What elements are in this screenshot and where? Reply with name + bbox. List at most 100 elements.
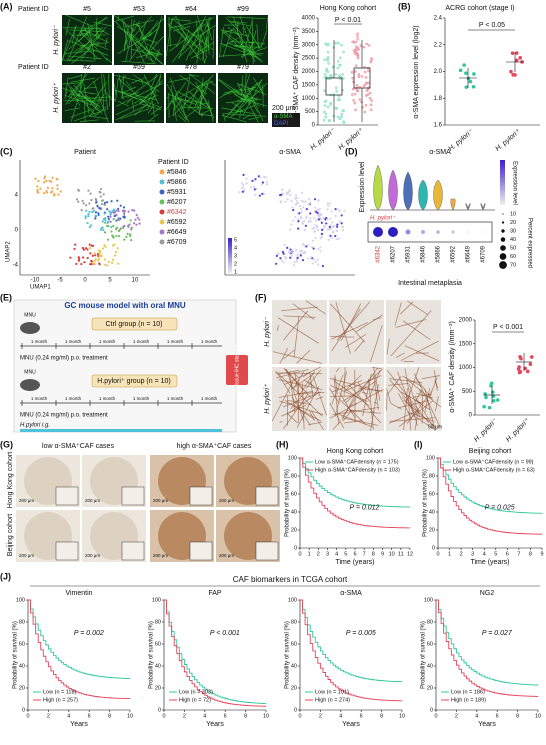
scale-label: 200 μm xyxy=(219,498,234,503)
chart-title: Hong Kong cohort xyxy=(320,5,376,12)
p-value: P < 0.001 xyxy=(493,324,523,331)
time-label: 1 month xyxy=(167,339,184,344)
cell-point xyxy=(245,177,248,180)
cell-point xyxy=(330,210,333,213)
cell-point xyxy=(97,212,100,215)
tick-label: 2.4 xyxy=(434,16,443,22)
legend-item: Low α-SMA⁺CAFdensity (n = 175) xyxy=(315,458,399,465)
group-label: H. pylori⁻ xyxy=(53,24,60,55)
fiber xyxy=(197,24,216,37)
data-point xyxy=(489,381,494,386)
stain xyxy=(390,403,403,410)
cell-point xyxy=(106,238,110,241)
fiber xyxy=(75,96,112,100)
panel-label: (I) xyxy=(414,439,423,449)
group-label: H. pylori⁺ xyxy=(505,417,532,444)
cell-point xyxy=(103,203,106,206)
stain xyxy=(332,421,341,430)
p-value: P < 0.01 xyxy=(335,17,361,24)
y-axis-label: Probability of survival (%) xyxy=(149,621,155,689)
tick-label: 0 xyxy=(434,713,437,719)
chart-title: FAP xyxy=(208,590,222,597)
cell-point xyxy=(294,215,297,219)
data-point xyxy=(484,395,488,400)
jitter-point xyxy=(354,64,358,67)
fiber xyxy=(219,26,224,58)
tick-label: 9 xyxy=(540,551,543,557)
stain xyxy=(421,375,440,380)
tick-label: 100 xyxy=(426,455,435,461)
cell-point xyxy=(329,217,332,220)
tick-label: 8 xyxy=(108,713,111,719)
p-value: P < 0.001 xyxy=(210,630,240,637)
tick-label: 1 xyxy=(308,551,311,557)
tick-label: 2.2 xyxy=(434,42,443,48)
jitter-point xyxy=(342,109,345,112)
fiber xyxy=(225,17,243,35)
tick-label: 3 xyxy=(326,551,329,557)
cell-point xyxy=(295,258,298,261)
cell-point xyxy=(330,236,333,239)
cell-point xyxy=(292,208,295,212)
y-axis-label: α-SMA expression level (log2) xyxy=(413,25,420,118)
fiber xyxy=(196,15,207,45)
data-point xyxy=(523,366,528,371)
cell-point xyxy=(136,216,139,219)
fiber xyxy=(175,16,190,44)
stain xyxy=(344,374,362,391)
cell-point xyxy=(101,220,104,223)
fiber xyxy=(80,26,107,60)
cell-point xyxy=(336,230,339,233)
size-legend-dot xyxy=(501,221,505,224)
cell-point xyxy=(308,198,311,201)
cell-point xyxy=(292,264,296,267)
jitter-point xyxy=(328,119,331,123)
tick-label: 2 xyxy=(319,713,322,719)
tick-label: 60 xyxy=(155,641,161,647)
inset xyxy=(121,486,145,506)
treatment-label: H.pylori i.g. xyxy=(20,423,50,429)
tick-label: 6 xyxy=(496,713,499,719)
legend-item: Low (n = 303) xyxy=(179,689,213,695)
data-point xyxy=(464,71,468,75)
fiber xyxy=(105,57,112,63)
timeline-bar xyxy=(20,429,222,432)
fiber xyxy=(151,16,163,46)
cell-point xyxy=(311,227,314,230)
jitter-point xyxy=(356,32,359,36)
tick-label: 0 xyxy=(26,713,29,719)
cell-point xyxy=(286,192,289,196)
cell-point xyxy=(45,179,48,183)
cell-point xyxy=(305,208,308,211)
tick-label: 9 xyxy=(381,551,384,557)
fiber xyxy=(249,43,263,53)
cell-point xyxy=(277,252,280,255)
fiber xyxy=(117,36,148,54)
fiber xyxy=(170,84,177,121)
stain xyxy=(335,367,340,373)
tick-label: 6 xyxy=(506,551,509,557)
tick-label: 10 xyxy=(510,211,516,217)
cell-point xyxy=(99,187,103,191)
cell-point xyxy=(320,232,324,236)
cell-point xyxy=(81,246,85,250)
cell-point xyxy=(102,193,105,196)
cell-point xyxy=(329,234,332,237)
legend-swatch xyxy=(159,239,165,245)
chart-title: Beijing cohort xyxy=(469,448,511,455)
cell-point xyxy=(313,230,316,233)
fiber xyxy=(121,60,155,65)
fiber xyxy=(245,73,251,87)
cell-point xyxy=(138,218,141,221)
cell-point xyxy=(306,244,309,247)
fiber xyxy=(232,27,254,54)
time-label: 1 month xyxy=(99,396,116,401)
fiber xyxy=(165,17,173,57)
fiber xyxy=(247,87,264,122)
box xyxy=(272,120,300,127)
fiber xyxy=(64,107,81,112)
row-label: Hong Kong cohort xyxy=(7,452,14,508)
data-point xyxy=(509,69,513,74)
jitter-point xyxy=(355,52,358,56)
tick-label: 7 xyxy=(363,551,366,557)
